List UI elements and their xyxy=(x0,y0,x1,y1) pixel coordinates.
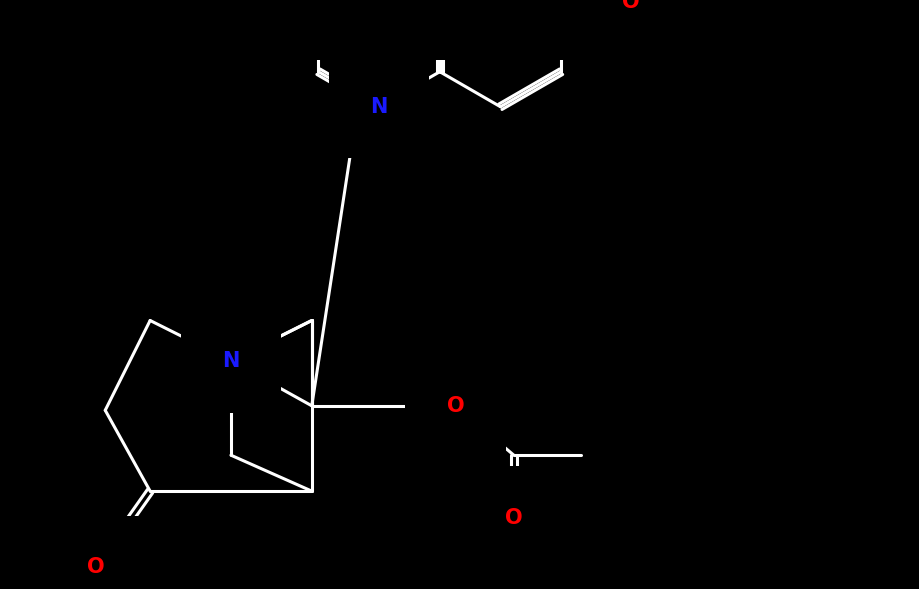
Text: O: O xyxy=(622,0,640,12)
Text: N: N xyxy=(370,97,388,117)
Text: O: O xyxy=(505,508,523,528)
Text: O: O xyxy=(87,557,105,577)
Text: N: N xyxy=(222,351,240,371)
Text: O: O xyxy=(447,396,464,416)
